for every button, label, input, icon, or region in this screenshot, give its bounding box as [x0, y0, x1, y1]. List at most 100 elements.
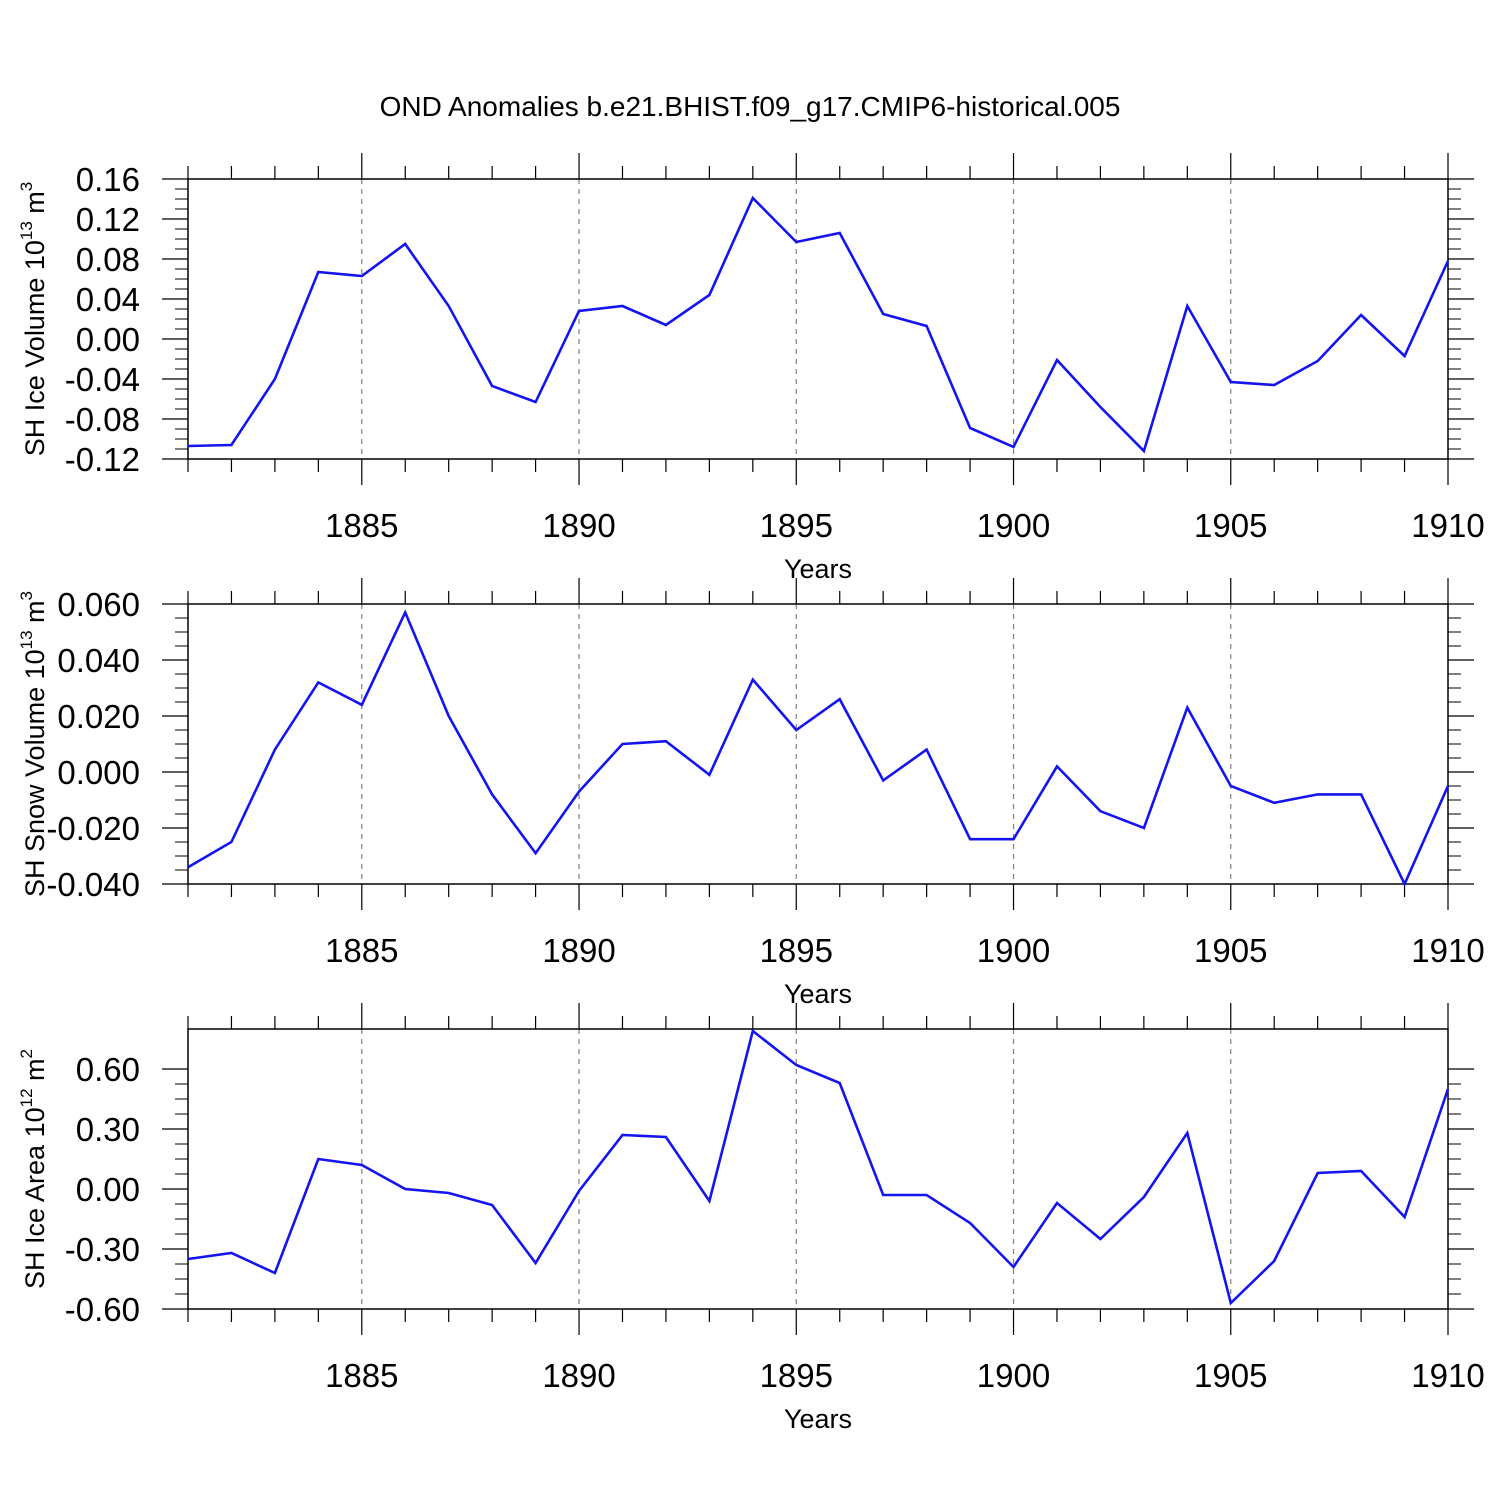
plot-frame — [187, 178, 1449, 460]
y-tick-label: -0.30 — [65, 1231, 140, 1268]
data-point — [751, 1029, 755, 1033]
y-tick-label: 0.000 — [57, 754, 140, 791]
data-point — [186, 444, 190, 448]
data-point — [881, 312, 885, 316]
data-point — [1316, 1171, 1320, 1175]
y-axis-label: SH Snow Volume 1013 m3 — [17, 591, 50, 897]
data-point — [229, 840, 233, 844]
data-point — [273, 748, 277, 752]
y-tick-label: -0.020 — [46, 810, 140, 847]
chart-panel-3: -0.60 -0.30 0.00 0.30 0.60 1885 1890 1895 1900 19… — [17, 1003, 1485, 1434]
data-point — [620, 742, 624, 746]
data-point — [838, 697, 842, 701]
data-point — [1055, 764, 1059, 768]
data-point — [316, 270, 320, 274]
data-point — [534, 1261, 538, 1265]
data-point — [1185, 706, 1189, 710]
data-point — [229, 1251, 233, 1255]
data-point — [360, 703, 364, 707]
data-point — [1446, 259, 1450, 263]
x-tick-label: 1900 — [977, 932, 1050, 969]
data-point — [664, 739, 668, 743]
x-tick-label: 1900 — [977, 507, 1050, 544]
x-tick-label: 1910 — [1411, 1357, 1484, 1394]
x-axis-label: Years — [784, 979, 852, 1009]
y-axis-label-unit-exponent: 2 — [17, 1049, 36, 1058]
x-tick-label: 1910 — [1411, 507, 1484, 544]
data-point — [881, 1193, 885, 1197]
x-tick-label: 1895 — [760, 1357, 833, 1394]
y-tick-label: 0.04 — [76, 281, 140, 318]
x-tick-label: 1895 — [760, 932, 833, 969]
x-tick-label: 1910 — [1411, 932, 1484, 969]
y-tick-label: 0.040 — [57, 642, 140, 679]
data-point — [1272, 1259, 1276, 1263]
y-axis-label-unit: m — [20, 1058, 50, 1088]
data-point — [1185, 1131, 1189, 1135]
data-point — [534, 400, 538, 404]
data-point — [316, 680, 320, 684]
data-point — [1272, 383, 1276, 387]
data-point — [447, 714, 451, 718]
data-point — [794, 240, 798, 244]
data-point — [968, 1221, 972, 1225]
data-point — [1012, 445, 1016, 449]
data-point — [577, 1189, 581, 1193]
data-point — [1229, 380, 1233, 384]
data-point — [707, 773, 711, 777]
data-point — [1098, 809, 1102, 813]
data-point — [490, 1203, 494, 1207]
x-tick-label: 1905 — [1194, 932, 1267, 969]
data-point — [925, 748, 929, 752]
data-point — [1012, 1265, 1016, 1269]
x-tick-label: 1890 — [542, 507, 615, 544]
y-axis-label-unit: m — [20, 600, 50, 630]
y-tick-label: -0.04 — [65, 361, 140, 398]
y-axis-label-exponent: 13 — [17, 630, 36, 649]
y-tick-label: -0.12 — [65, 441, 140, 478]
data-point — [447, 304, 451, 308]
data-point — [1403, 1215, 1407, 1219]
y-axis-label-base: SH Snow Volume 10 — [20, 649, 50, 897]
data-point — [273, 377, 277, 381]
y-tick-label: 0.60 — [76, 1051, 140, 1088]
data-point — [925, 1193, 929, 1197]
x-axis-label: Years — [784, 1404, 852, 1434]
x-tick-label: 1885 — [325, 1357, 398, 1394]
data-point — [403, 242, 407, 246]
data-point — [1098, 405, 1102, 409]
data-point — [229, 443, 233, 447]
chart-panel-2: -0.040 -0.020 0.000 0.020 0.040 0.060 1885 1890… — [17, 578, 1485, 1009]
data-point — [186, 1257, 190, 1261]
x-tick-label: 1890 — [542, 932, 615, 969]
y-tick-label: -0.08 — [65, 401, 140, 438]
data-point — [707, 1199, 711, 1203]
data-point — [1316, 792, 1320, 796]
data-point — [1142, 449, 1146, 453]
plot-frame — [187, 1028, 1449, 1310]
data-point — [838, 231, 842, 235]
x-tick-label: 1890 — [542, 1357, 615, 1394]
data-point — [577, 309, 581, 313]
y-axis-label-base: SH Ice Area 10 — [20, 1107, 50, 1289]
data-point — [1185, 304, 1189, 308]
data-point — [1359, 792, 1363, 796]
data-point — [620, 1133, 624, 1137]
data-point — [1272, 801, 1276, 805]
y-axis-label: SH Ice Volume 1013 m3 — [17, 182, 50, 457]
chart-panel-1: -0.12-0.08-0.040.000.040.080.120.16 1885 1… — [17, 153, 1485, 584]
data-point — [1142, 826, 1146, 830]
data-point — [1403, 882, 1407, 886]
y-axis-label-unit-exponent: 3 — [17, 182, 36, 191]
data-point — [881, 778, 885, 782]
data-point — [1359, 313, 1363, 317]
x-tick-label: 1885 — [325, 507, 398, 544]
x-tick-label: 1905 — [1194, 1357, 1267, 1394]
data-point — [1403, 354, 1407, 358]
data-point — [1359, 1169, 1363, 1173]
data-point — [1098, 1237, 1102, 1241]
data-point — [838, 1081, 842, 1085]
data-point — [664, 323, 668, 327]
data-point — [360, 1163, 364, 1167]
